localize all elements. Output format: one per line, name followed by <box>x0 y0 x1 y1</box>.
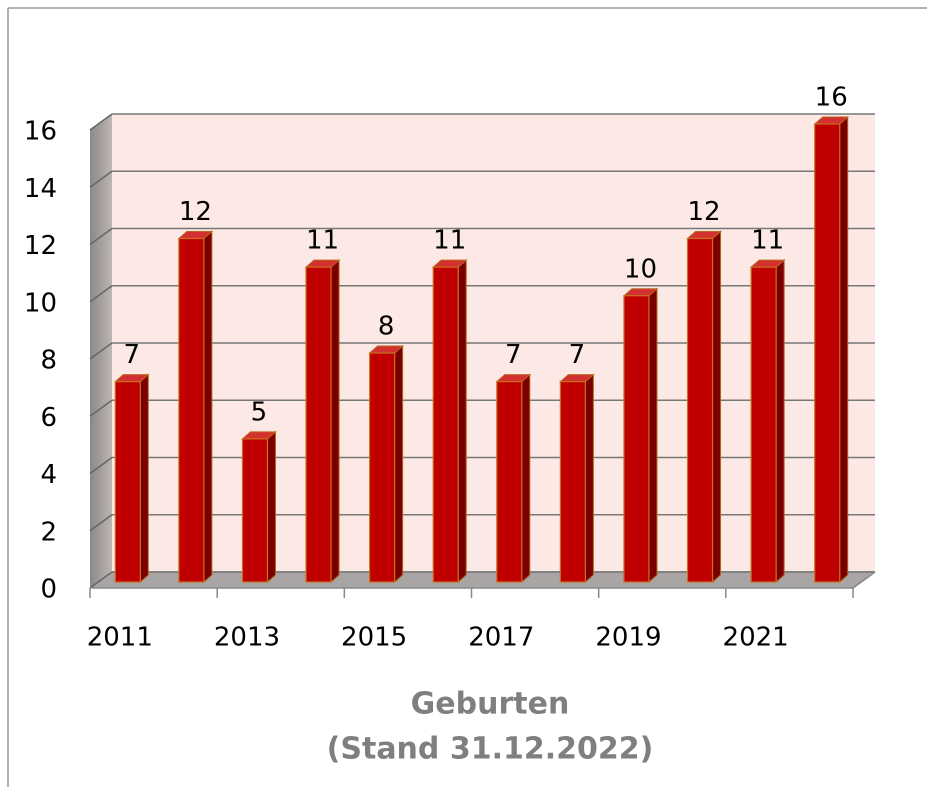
value-label: 10 <box>624 254 657 284</box>
bar-side <box>584 373 594 584</box>
value-label: 7 <box>569 340 586 370</box>
bar <box>750 266 777 583</box>
bar-side <box>330 259 340 584</box>
chart-subtitle: (Stand 31.12.2022) <box>327 732 654 767</box>
grid-line-side <box>89 170 113 188</box>
chart-title: Geburten <box>411 687 570 722</box>
value-label: 7 <box>505 340 522 370</box>
x-tick-label: 2013 <box>214 623 280 653</box>
bar <box>559 381 586 583</box>
bar-side <box>394 344 404 584</box>
bar-side <box>839 115 849 584</box>
bar <box>369 352 396 583</box>
value-label: 7 <box>124 340 141 370</box>
x-tick-label: 2015 <box>341 623 407 653</box>
bar-side <box>521 373 531 584</box>
x-tick-label: 2019 <box>595 623 661 653</box>
y-tick-label: 6 <box>40 403 57 433</box>
grid-line-side <box>89 571 113 589</box>
grid-line-side <box>89 285 113 303</box>
x-axis-end <box>852 571 876 589</box>
grid-line-side <box>89 227 113 246</box>
y-tick-label: 8 <box>40 346 57 376</box>
bar <box>623 295 650 583</box>
y-tick-label: 2 <box>40 517 57 547</box>
bar <box>114 381 141 583</box>
y-tick-label: 14 <box>24 174 57 204</box>
bar <box>686 237 714 583</box>
value-label: 12 <box>687 197 720 227</box>
bar-side <box>648 287 658 584</box>
bar <box>241 438 269 583</box>
value-label: 5 <box>251 397 268 427</box>
grid-line-side <box>89 342 113 360</box>
grid-line-side <box>89 113 113 131</box>
y-tick-label: 10 <box>24 288 57 318</box>
bar-side <box>266 430 276 584</box>
y-tick-label: 0 <box>40 575 57 605</box>
value-label: 12 <box>179 197 212 227</box>
value-label: 16 <box>815 83 848 113</box>
x-tick-label: 2017 <box>468 623 534 653</box>
value-label: 8 <box>378 312 395 342</box>
y-tick-label: 4 <box>40 460 57 490</box>
grid-line-side <box>89 514 113 532</box>
grid-line-side <box>89 399 113 417</box>
bar <box>814 123 841 583</box>
value-label: 11 <box>306 226 339 256</box>
bar <box>496 381 523 583</box>
x-tick-label: 2021 <box>723 623 789 653</box>
floor <box>90 571 875 588</box>
value-label: 11 <box>751 226 784 256</box>
bar-side <box>139 373 149 584</box>
y-tick-label: 16 <box>24 117 57 147</box>
bar <box>305 266 332 583</box>
grid-line-side <box>89 456 113 475</box>
y-tick-label: 12 <box>24 231 57 261</box>
x-tick-label: 2011 <box>87 623 153 653</box>
value-label: 11 <box>433 226 466 256</box>
bar-side <box>775 259 785 584</box>
bar <box>432 266 459 583</box>
bar-side <box>203 230 213 584</box>
bar-side <box>712 230 722 584</box>
bar <box>178 237 205 583</box>
bar-side <box>457 259 467 584</box>
